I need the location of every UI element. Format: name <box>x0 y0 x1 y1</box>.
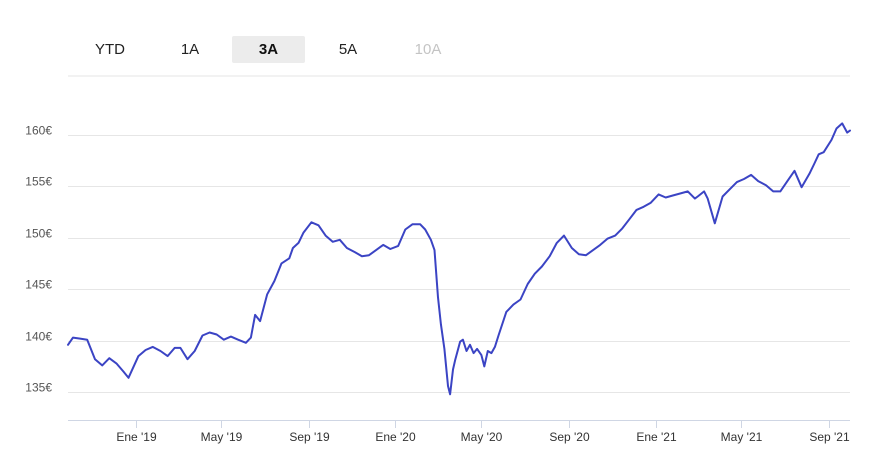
x-tick-label: Ene '19 <box>116 430 157 444</box>
range-tab-3a[interactable]: 3A <box>232 36 305 63</box>
x-tick-label: May '19 <box>201 430 243 444</box>
x-tick-label: May '20 <box>461 430 503 444</box>
y-axis-labels: 135€ 140€ 145€ 150€ 155€ 160€ <box>25 124 52 395</box>
x-tick-label: Ene '21 <box>636 430 677 444</box>
range-tab-1a[interactable]: 1A <box>180 41 200 58</box>
x-tick-label: May '21 <box>721 430 763 444</box>
y-tick-label: 135€ <box>25 381 52 395</box>
y-tick-label: 160€ <box>25 124 52 138</box>
x-tick-label: Sep '19 <box>289 430 330 444</box>
range-tab-10a: 10A <box>414 41 442 58</box>
y-tick-label: 155€ <box>25 175 52 189</box>
plot-area <box>67 122 851 396</box>
price-line <box>67 122 851 396</box>
y-tick-label: 145€ <box>25 278 52 292</box>
y-tick-label: 150€ <box>25 227 52 241</box>
x-axis <box>68 420 850 428</box>
x-tick-label: Sep '20 <box>549 430 590 444</box>
grid <box>68 75 850 393</box>
x-axis-labels: Ene '19 May '19 Sep '19 Ene '20 May '20 Sep '… <box>116 430 850 444</box>
x-tick-label: Ene '20 <box>375 430 416 444</box>
range-tab-ytd[interactable]: YTD <box>95 41 125 58</box>
x-tick-label: Sep '21 <box>809 430 850 444</box>
y-tick-label: 140€ <box>25 330 52 344</box>
range-tab-5a[interactable]: 5A <box>338 41 358 58</box>
